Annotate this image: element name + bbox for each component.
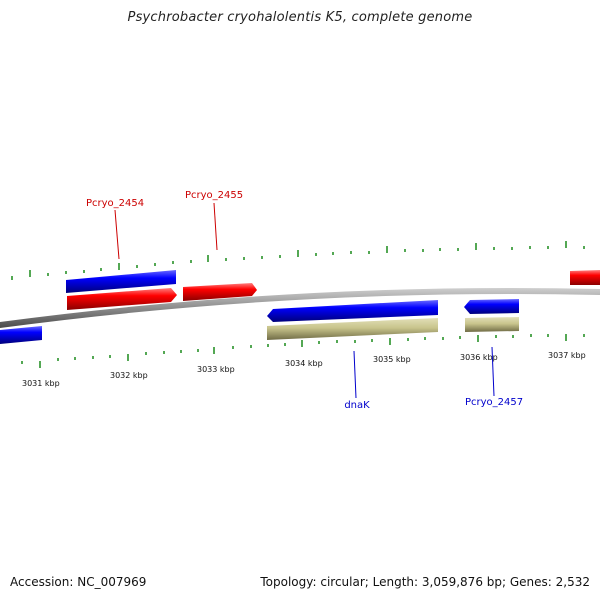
- gene-arrow-pcryo-2455[interactable]: [183, 283, 257, 301]
- gene-arrow-reverse[interactable]: [0, 326, 42, 344]
- label-leader-line: [213, 202, 218, 251]
- scale-label: 3032 kbp: [110, 371, 148, 380]
- label-leader-line: [491, 346, 495, 397]
- genome-summary-text: Topology: circular; Length: 3,059,876 bp…: [260, 575, 590, 589]
- outer-ticks: [11, 241, 585, 280]
- label-leader-line: [114, 209, 120, 260]
- gene-label-pcryo-2454[interactable]: Pcryo_2454: [86, 198, 144, 209]
- gene-label-pcryo-2457[interactable]: Pcryo_2457: [465, 397, 523, 408]
- gene-arrow-other[interactable]: [465, 317, 519, 332]
- map-title: Psychrobacter cryohalolentis K5, complet…: [127, 10, 473, 25]
- scale-label: 3035 kbp: [373, 355, 411, 364]
- inner-ticks: [21, 334, 585, 368]
- scale-label: 3037 kbp: [548, 351, 586, 360]
- scale-label: 3036 kbp: [460, 353, 498, 362]
- gene-arrow-pcryo-2454[interactable]: [67, 288, 177, 310]
- label-leader-line: [353, 350, 357, 399]
- scale-label: 3031 kbp: [22, 379, 60, 388]
- gene-arrow-pcryo-2457[interactable]: [464, 299, 519, 314]
- gene-label-dnak[interactable]: dnaK: [344, 400, 370, 411]
- gene-label-pcryo-2455[interactable]: Pcryo_2455: [185, 190, 243, 201]
- gene-arrow-reverse[interactable]: [66, 270, 176, 293]
- scale-label: 3034 kbp: [285, 359, 323, 368]
- scale-label: 3033 kbp: [197, 365, 235, 374]
- accession-text: Accession: NC_007969: [10, 575, 147, 589]
- gene-arrow-dnak[interactable]: [267, 300, 438, 322]
- gene-arrow-forward[interactable]: [570, 270, 600, 285]
- genome-backbone: [0, 287, 600, 328]
- gene-arrow-other[interactable]: [267, 318, 438, 340]
